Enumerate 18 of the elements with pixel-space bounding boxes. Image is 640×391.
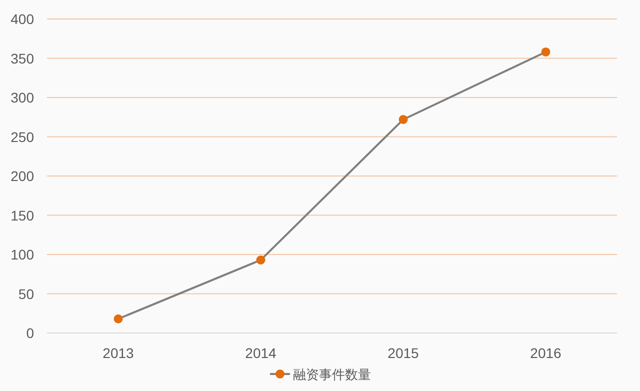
x-tick-label: 2013 xyxy=(102,345,134,361)
y-tick-label: 100 xyxy=(10,246,34,262)
y-tick-label: 350 xyxy=(10,50,34,66)
y-tick-label: 250 xyxy=(10,128,34,145)
y-tick-label: 150 xyxy=(10,207,34,224)
x-tick-label: 2015 xyxy=(388,345,420,361)
x-tick-label: 2016 xyxy=(530,345,562,361)
legend-label: 融资事件数量 xyxy=(293,367,371,382)
point xyxy=(398,114,408,124)
y-tick-label: 200 xyxy=(10,168,34,184)
y-tick-label: 0 xyxy=(26,325,34,341)
x-tick-label: 2014 xyxy=(245,345,277,361)
point xyxy=(541,47,550,56)
point xyxy=(114,314,123,324)
y-tick-label: 50 xyxy=(18,286,34,302)
point xyxy=(256,255,266,264)
y-tick-label: 300 xyxy=(10,90,34,106)
y-tick-label: 400 xyxy=(10,11,34,27)
